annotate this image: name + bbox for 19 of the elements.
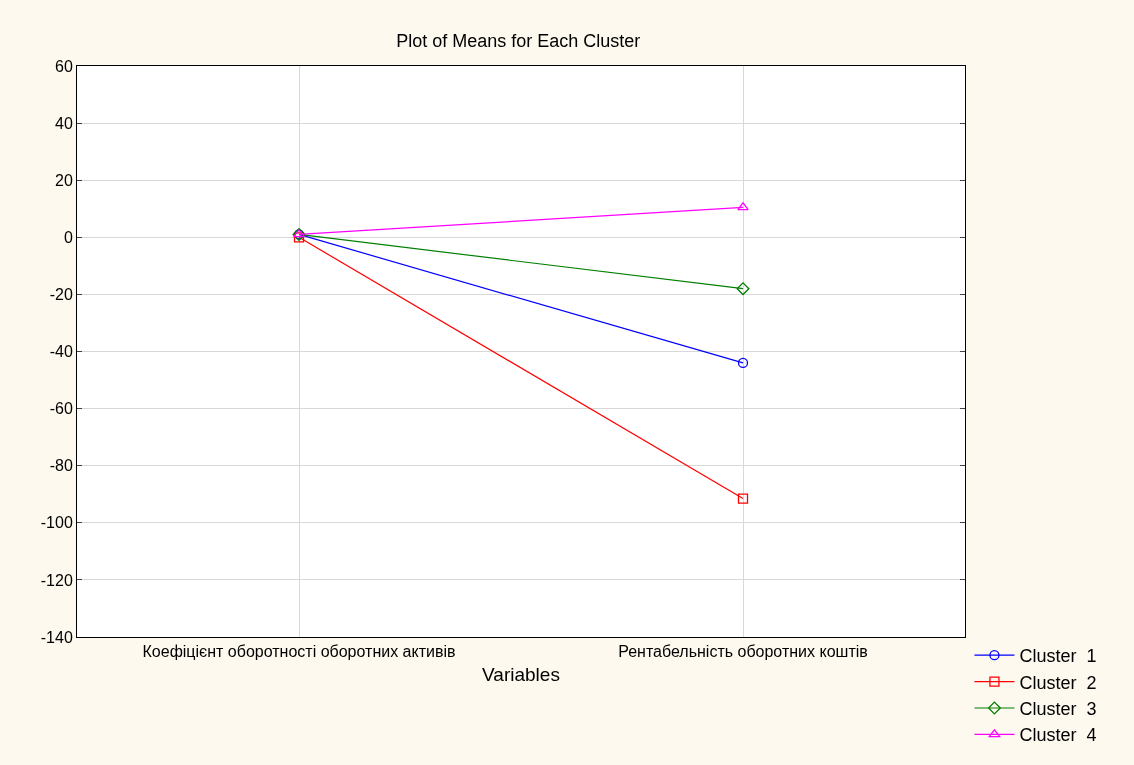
chart-title: Plot of Means for Each Cluster: [396, 31, 641, 52]
x-tick-label: Рентабельність оборотних коштів: [618, 643, 868, 661]
y-tick-label: -140: [40, 628, 73, 646]
y-tick-label: -20: [49, 286, 73, 303]
legend-label: Cluster 1: [1019, 646, 1097, 667]
y-tick-label: 60: [55, 57, 73, 75]
legend-label: Cluster 4: [1019, 725, 1097, 746]
y-tick-label: 0: [63, 228, 73, 246]
legend-label: Cluster 3: [1019, 699, 1097, 720]
y-tick-label: -80: [49, 457, 73, 475]
x-tick-label: Коефіцієнт оборотності оборотних активів: [142, 643, 456, 661]
x-axis-title: Variables: [482, 664, 560, 685]
y-tick-label: -120: [40, 571, 73, 589]
legend-label: Cluster 2: [1019, 672, 1097, 693]
y-tick-label: -60: [49, 400, 73, 418]
y-tick-label: 40: [55, 114, 73, 132]
y-tick-label: 20: [55, 171, 73, 189]
y-tick-label: -100: [40, 514, 73, 532]
y-tick-label: -40: [49, 343, 73, 361]
